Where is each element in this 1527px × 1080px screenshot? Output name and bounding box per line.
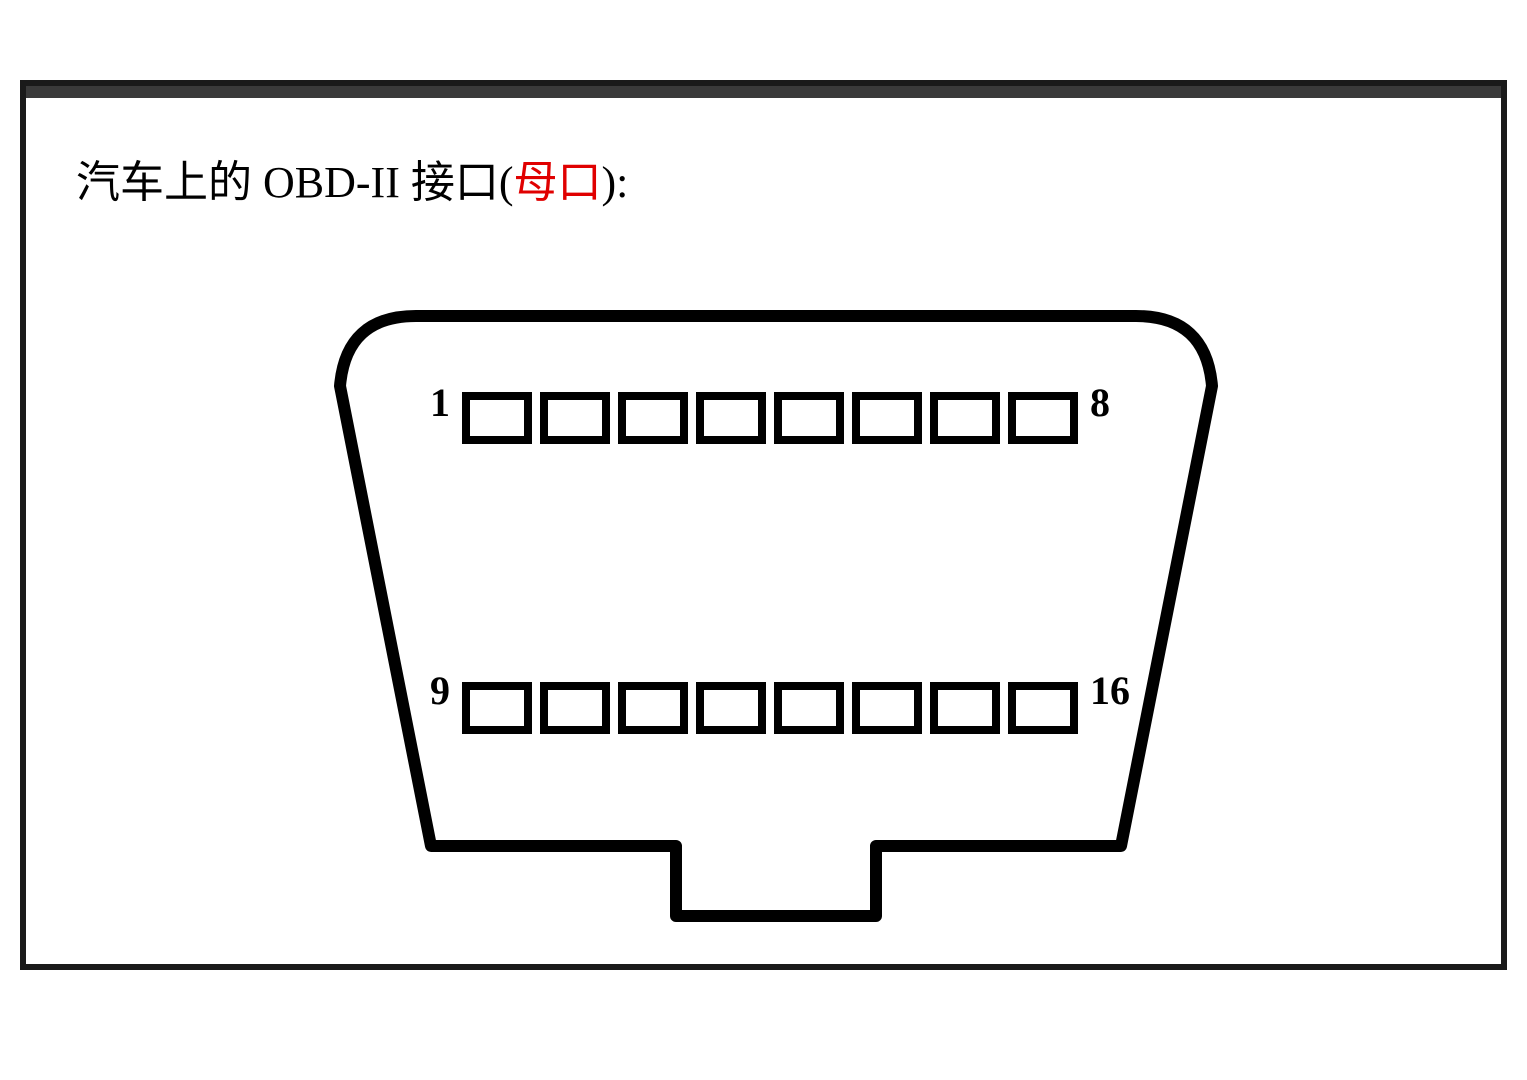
pin-socket — [466, 396, 528, 440]
pin-socket — [1012, 686, 1074, 730]
pin-socket — [622, 686, 684, 730]
title-prefix: 汽车上的 OBD-II 接口( — [76, 158, 514, 207]
pin-socket — [778, 396, 840, 440]
pin-socket — [544, 686, 606, 730]
pin-label-16: 16 — [1090, 668, 1130, 713]
pin-socket — [856, 686, 918, 730]
pin-socket — [622, 396, 684, 440]
frame-top-texture — [26, 86, 1501, 98]
pin-socket — [700, 396, 762, 440]
pin-socket — [934, 396, 996, 440]
pin-socket — [856, 396, 918, 440]
pins-row-bottom — [466, 686, 1074, 730]
obd-connector-diagram: 1 8 9 16 — [286, 286, 1266, 946]
pin-socket — [544, 396, 606, 440]
title-highlight: 母口 — [514, 158, 602, 207]
pin-socket — [934, 686, 996, 730]
pin-socket — [466, 686, 528, 730]
title-suffix: ): — [602, 158, 629, 207]
pin-label-8: 8 — [1090, 380, 1110, 425]
pin-socket — [778, 686, 840, 730]
slide-frame: 汽车上的 OBD-II 接口(母口): 1 8 9 16 — [20, 80, 1507, 970]
pin-label-1: 1 — [430, 380, 450, 425]
pin-socket — [1012, 396, 1074, 440]
diagram-title: 汽车上的 OBD-II 接口(母口): — [76, 146, 628, 210]
pin-socket — [700, 686, 762, 730]
pins-row-top — [466, 396, 1074, 440]
pin-label-9: 9 — [430, 668, 450, 713]
